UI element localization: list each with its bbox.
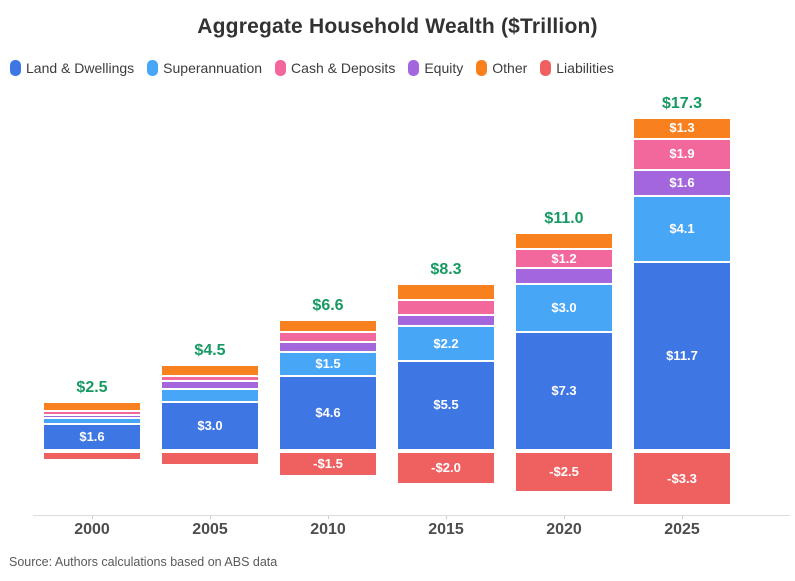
bar-segment-superannuation-2025: $4.1 bbox=[634, 196, 730, 263]
legend: Land & Dwellings Superannuation Cash & Dep… bbox=[10, 60, 790, 76]
bar-segment-cash-deposits-2005 bbox=[162, 376, 258, 382]
bar-segment-cash-deposits-2025: $1.9 bbox=[634, 140, 730, 171]
x-axis-line bbox=[33, 515, 790, 516]
bar-segment-other-2010 bbox=[280, 320, 376, 334]
bar-segment-superannuation-2015: $2.2 bbox=[398, 327, 494, 363]
legend-item-liabilities: Liabilities bbox=[540, 60, 614, 76]
legend-label: Equity bbox=[424, 60, 464, 76]
legend-swatch-icon bbox=[476, 60, 488, 76]
legend-item-other: Other bbox=[476, 60, 527, 76]
legend-item-land-dwellings: Land & Dwellings bbox=[10, 60, 134, 76]
total-label-2000: $2.5 bbox=[76, 378, 108, 396]
legend-label: Cash & Deposits bbox=[291, 60, 396, 76]
bar-segment-other-2025: $1.3 bbox=[634, 119, 730, 141]
legend-item-cash-deposits: Cash & Deposits bbox=[275, 60, 395, 76]
bar-segment-land-dwellings-2010: $4.6 bbox=[280, 376, 376, 451]
bar-segment-cash-deposits-2010 bbox=[280, 333, 376, 344]
bar-segment-cash-deposits-2015 bbox=[398, 301, 494, 316]
bar-segment-equity-2015 bbox=[398, 315, 494, 328]
bar-segment-liabilities-2010: -$1.5 bbox=[280, 451, 376, 476]
x-axis-label-2005: 2005 bbox=[192, 521, 228, 538]
legend-swatch-icon bbox=[10, 60, 21, 76]
axis-tick-2005 bbox=[210, 515, 211, 519]
bar-segment-land-dwellings-2020: $7.3 bbox=[516, 333, 612, 451]
bar-segment-liabilities-2005 bbox=[162, 451, 258, 464]
bar-segment-equity-2020 bbox=[516, 269, 612, 286]
axis-tick-2025 bbox=[682, 515, 683, 519]
bar-segment-liabilities-2015: -$2.0 bbox=[398, 451, 494, 484]
axis-tick-2015 bbox=[446, 515, 447, 519]
legend-item-equity: Equity bbox=[408, 60, 463, 76]
legend-swatch-icon bbox=[275, 60, 287, 76]
x-axis-label-2025: 2025 bbox=[664, 521, 700, 538]
bar-segment-equity-2000 bbox=[44, 415, 140, 419]
bar-segment-other-2020 bbox=[516, 233, 612, 250]
bar-segment-liabilities-2000 bbox=[44, 451, 140, 460]
bar-segment-land-dwellings-2025: $11.7 bbox=[634, 262, 730, 451]
legend-item-superannuation: Superannuation bbox=[147, 60, 262, 76]
bar-segment-equity-2005 bbox=[162, 381, 258, 390]
bar-segment-equity-2010 bbox=[280, 343, 376, 353]
bar-segment-other-2005 bbox=[162, 365, 258, 377]
x-axis-label-2010: 2010 bbox=[310, 521, 346, 538]
bar-segment-superannuation-2005 bbox=[162, 389, 258, 403]
source-note: Source: Authors calculations based on AB… bbox=[9, 555, 278, 569]
chart-title: Aggregate Household Wealth ($Trillion) bbox=[197, 15, 598, 38]
bar-segment-superannuation-2010: $1.5 bbox=[280, 352, 376, 377]
legend-label: Other bbox=[492, 60, 528, 76]
bar-segment-land-dwellings-2015: $5.5 bbox=[398, 362, 494, 451]
bar-segment-equity-2025: $1.6 bbox=[634, 170, 730, 197]
total-label-2025: $17.3 bbox=[661, 95, 703, 113]
bar-segment-other-2000 bbox=[44, 402, 140, 413]
total-label-2010: $6.6 bbox=[312, 296, 344, 314]
bar-segment-superannuation-2000 bbox=[44, 418, 140, 426]
total-label-2020: $11.0 bbox=[544, 209, 584, 227]
legend-swatch-icon bbox=[147, 60, 159, 76]
legend-label: Liabilities bbox=[556, 60, 614, 76]
x-axis-label-2020: 2020 bbox=[546, 521, 582, 538]
axis-tick-2010 bbox=[328, 515, 329, 519]
axis-tick-2020 bbox=[564, 515, 565, 519]
legend-label: Superannuation bbox=[163, 60, 263, 76]
bar-segment-liabilities-2020: -$2.5 bbox=[516, 451, 612, 492]
bar-segment-cash-deposits-2000 bbox=[44, 412, 140, 416]
bar-segment-superannuation-2020: $3.0 bbox=[516, 285, 612, 334]
legend-swatch-icon bbox=[408, 60, 420, 76]
legend-swatch-icon bbox=[540, 60, 552, 76]
axis-tick-2000 bbox=[92, 515, 93, 519]
bar-segment-land-dwellings-2000: $1.6 bbox=[44, 425, 140, 451]
total-label-2005: $4.5 bbox=[194, 341, 226, 359]
total-label-2015: $8.3 bbox=[430, 261, 462, 279]
legend-label: Land & Dwellings bbox=[26, 60, 135, 76]
x-axis-label-2000: 2000 bbox=[74, 521, 110, 538]
bar-segment-land-dwellings-2005: $3.0 bbox=[162, 402, 258, 451]
bar-segment-cash-deposits-2020: $1.2 bbox=[516, 249, 612, 270]
bar-segment-other-2015 bbox=[398, 285, 494, 302]
bar-segment-liabilities-2025: -$3.3 bbox=[634, 451, 730, 505]
x-axis-label-2015: 2015 bbox=[428, 521, 464, 538]
